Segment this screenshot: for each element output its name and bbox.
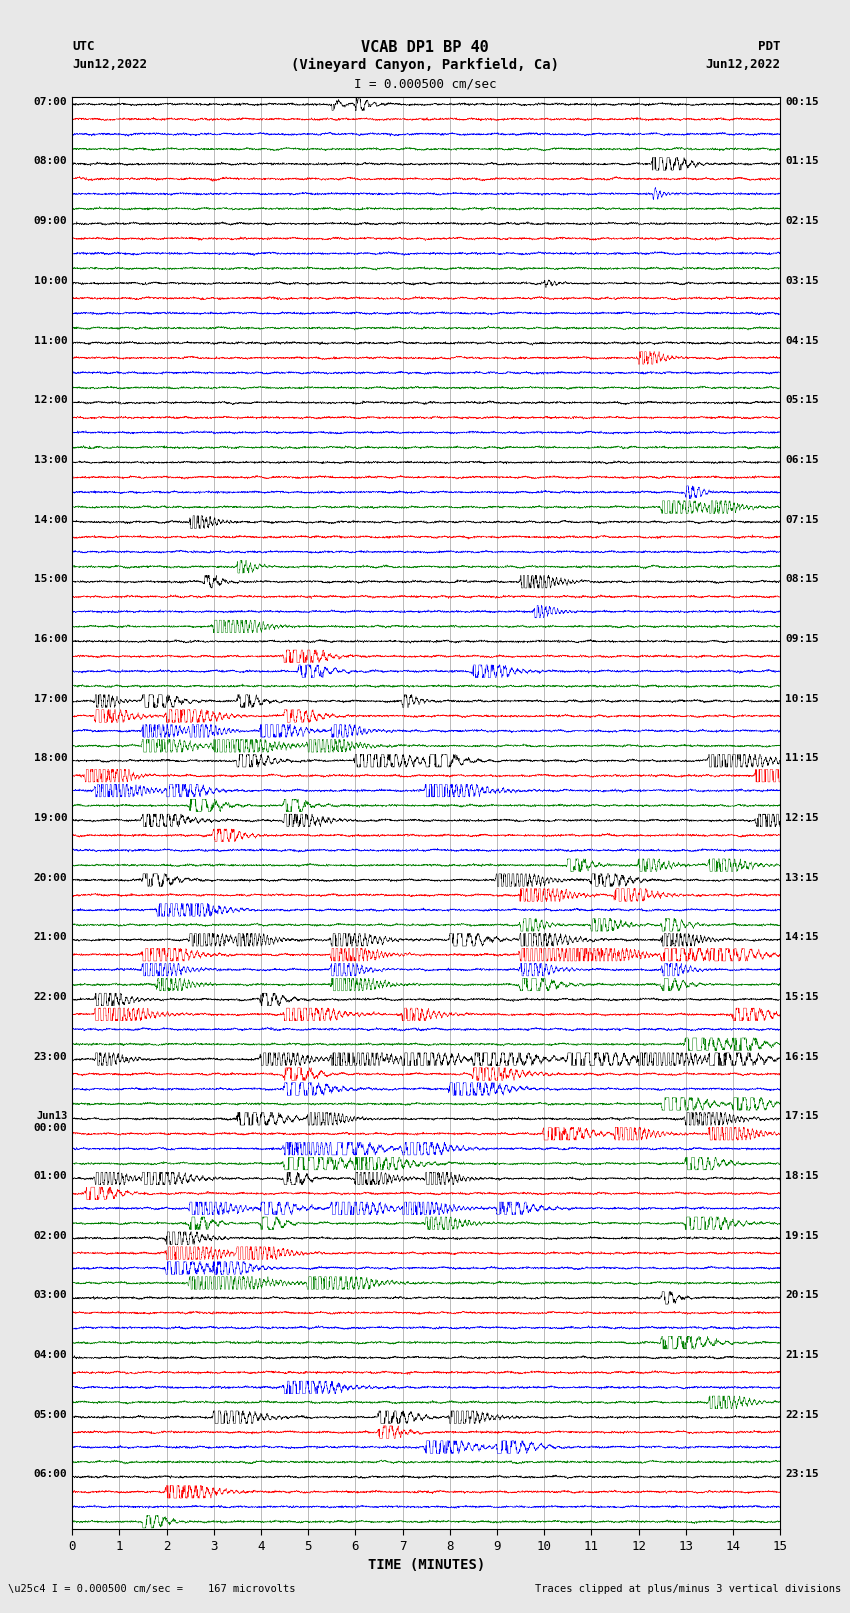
- Text: UTC: UTC: [72, 40, 94, 53]
- Text: 19:00: 19:00: [33, 813, 67, 823]
- Text: 06:15: 06:15: [785, 455, 819, 465]
- Text: 11:00: 11:00: [33, 336, 67, 345]
- Text: Jun12,2022: Jun12,2022: [706, 58, 780, 71]
- Text: 01:00: 01:00: [33, 1171, 67, 1181]
- X-axis label: TIME (MINUTES): TIME (MINUTES): [368, 1558, 484, 1573]
- Text: 15:00: 15:00: [33, 574, 67, 584]
- Text: 01:15: 01:15: [785, 156, 819, 166]
- Text: Jun12,2022: Jun12,2022: [72, 58, 147, 71]
- Text: 05:15: 05:15: [785, 395, 819, 405]
- Text: 21:00: 21:00: [33, 932, 67, 942]
- Text: 16:00: 16:00: [33, 634, 67, 644]
- Text: 14:00: 14:00: [33, 515, 67, 524]
- Text: 04:15: 04:15: [785, 336, 819, 345]
- Text: 00:15: 00:15: [785, 97, 819, 106]
- Text: 13:00: 13:00: [33, 455, 67, 465]
- Text: 22:00: 22:00: [33, 992, 67, 1002]
- Text: 02:00: 02:00: [33, 1231, 67, 1240]
- Text: 17:15: 17:15: [785, 1111, 819, 1121]
- Text: 20:15: 20:15: [785, 1290, 819, 1300]
- Text: I = 0.000500 cm/sec: I = 0.000500 cm/sec: [354, 77, 496, 90]
- Text: 22:15: 22:15: [785, 1410, 819, 1419]
- Text: 05:00: 05:00: [33, 1410, 67, 1419]
- Text: 23:15: 23:15: [785, 1469, 819, 1479]
- Text: 23:00: 23:00: [33, 1052, 67, 1061]
- Text: 08:15: 08:15: [785, 574, 819, 584]
- Text: 03:00: 03:00: [33, 1290, 67, 1300]
- Text: 17:00: 17:00: [33, 694, 67, 703]
- Text: 18:00: 18:00: [33, 753, 67, 763]
- Text: 13:15: 13:15: [785, 873, 819, 882]
- Text: 10:15: 10:15: [785, 694, 819, 703]
- Text: 03:15: 03:15: [785, 276, 819, 286]
- Text: 14:15: 14:15: [785, 932, 819, 942]
- Text: 16:15: 16:15: [785, 1052, 819, 1061]
- Text: (Vineyard Canyon, Parkfield, Ca): (Vineyard Canyon, Parkfield, Ca): [291, 58, 559, 73]
- Text: PDT: PDT: [758, 40, 780, 53]
- Text: Jun13: Jun13: [36, 1111, 67, 1121]
- Text: 20:00: 20:00: [33, 873, 67, 882]
- Text: 04:00: 04:00: [33, 1350, 67, 1360]
- Text: 15:15: 15:15: [785, 992, 819, 1002]
- Text: 18:15: 18:15: [785, 1171, 819, 1181]
- Text: 06:00: 06:00: [33, 1469, 67, 1479]
- Text: 08:00: 08:00: [33, 156, 67, 166]
- Text: \u25c4 I = 0.000500 cm/sec =    167 microvolts: \u25c4 I = 0.000500 cm/sec = 167 microvo…: [8, 1584, 296, 1594]
- Text: 02:15: 02:15: [785, 216, 819, 226]
- Text: 07:00: 07:00: [33, 97, 67, 106]
- Text: 00:00: 00:00: [33, 1123, 67, 1134]
- Text: VCAB DP1 BP 40: VCAB DP1 BP 40: [361, 40, 489, 55]
- Text: 09:00: 09:00: [33, 216, 67, 226]
- Text: 09:15: 09:15: [785, 634, 819, 644]
- Text: 07:15: 07:15: [785, 515, 819, 524]
- Text: 21:15: 21:15: [785, 1350, 819, 1360]
- Text: 12:15: 12:15: [785, 813, 819, 823]
- Text: 10:00: 10:00: [33, 276, 67, 286]
- Text: 12:00: 12:00: [33, 395, 67, 405]
- Text: Traces clipped at plus/minus 3 vertical divisions: Traces clipped at plus/minus 3 vertical …: [536, 1584, 842, 1594]
- Text: 11:15: 11:15: [785, 753, 819, 763]
- Text: 19:15: 19:15: [785, 1231, 819, 1240]
